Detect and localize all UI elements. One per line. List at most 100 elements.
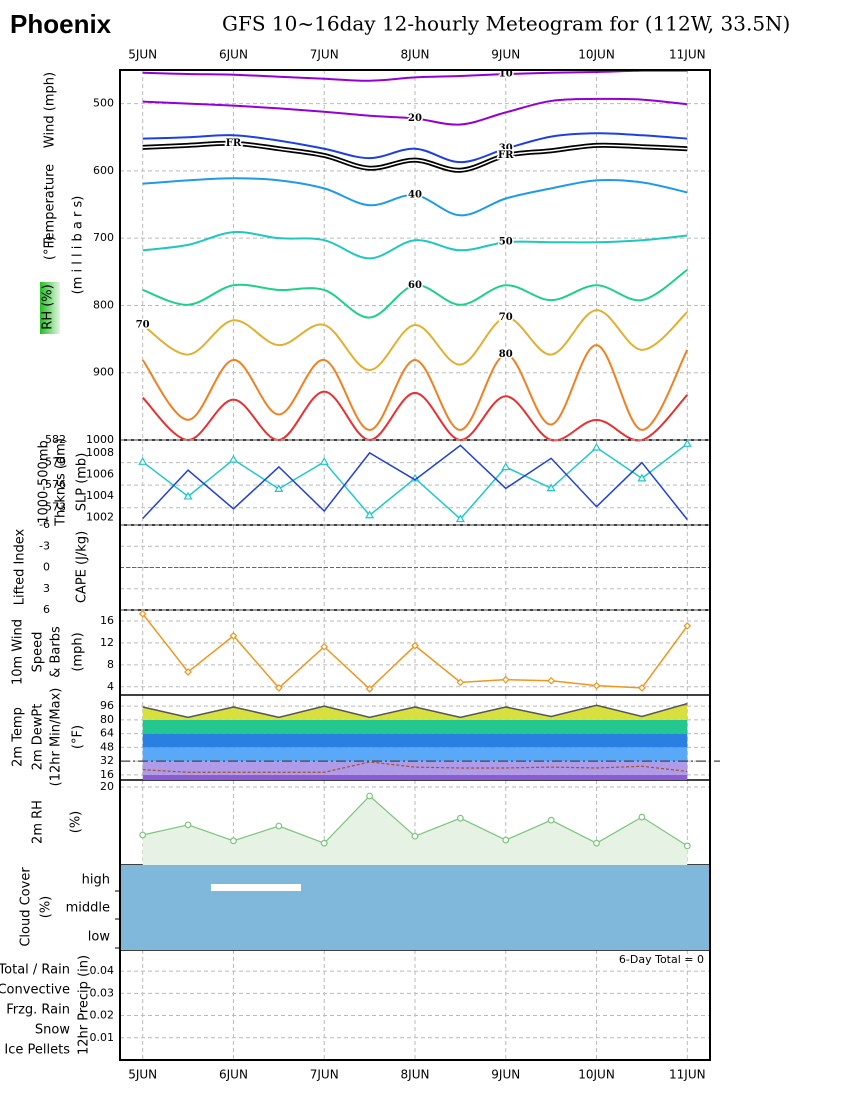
isotherm [142,177,688,217]
point [501,675,510,684]
point [638,813,646,821]
isotherm [142,70,688,82]
point [593,839,600,847]
y-axis-label: (%) [69,811,84,834]
y-tick-label: 80 [100,713,114,726]
y-axis-label: RH (%) [41,284,56,329]
y-tick-label: 32 [100,754,114,767]
isotherm [142,268,688,319]
series-line [142,761,688,773]
y-tick-label: 500 [93,97,114,110]
point [456,814,464,822]
temp-band [142,761,688,775]
y-axis-label: 2m RH [31,800,46,844]
point [230,837,237,845]
y-tick-label: 573 [45,501,66,514]
y-tick-label: 6 [43,603,50,616]
point [502,836,510,844]
y2-tick-label: 1006 [86,467,114,480]
isotherm [142,231,688,260]
point [139,831,147,839]
y2-axis-label: SLP (mb) [75,453,90,512]
y-tick-label: 700 [93,231,114,244]
y-axis-label: Lifted Index [13,528,28,605]
isotherm-label: FR [226,138,242,149]
temp-band [142,733,688,748]
legend-entry: Convective [0,983,70,998]
date-label: 6JUN [219,1068,248,1082]
y-tick-label: 0.01 [90,1031,115,1044]
y-tick-label: 576 [45,478,66,491]
point [592,681,601,690]
point [275,822,283,830]
point [637,473,647,482]
freezing-level-inner [142,142,688,171]
y-axis-label: & Barbs [49,626,64,678]
point [456,678,465,687]
point [365,510,375,519]
point [411,641,419,650]
y2-tick-label: 1008 [86,446,114,459]
y-axis-label: (%) [39,896,54,919]
y-tick-label: 582 [45,433,66,446]
y-axis-label: 10m Wind [11,619,26,685]
point [274,484,284,492]
isotherm-label: 70 [499,312,513,323]
y-axis-label: Wind (mph) [43,72,58,148]
rh-label-box [40,282,60,334]
y-axis-label: Thcknss (dm) [54,438,69,527]
point [411,832,419,840]
title: GFS 10~16day 12-hourly Meteogram for (11… [222,12,790,36]
y-tick-label: 64 [100,727,114,740]
legend-entry: Total / Rain [0,963,70,978]
y-tick-label: 12 [100,636,114,649]
y2-tick-label: 1002 [86,510,114,523]
point [183,491,193,500]
y-tick-label: 16 [100,614,114,627]
isotherm [142,132,688,164]
y-tick-label: 20 [100,780,114,793]
y-tick-label: 1000 [86,433,114,446]
date-label: 5JUN [128,48,157,62]
point [547,816,555,824]
y2-tick-label: 1004 [86,489,114,502]
point [547,676,556,685]
y-axis-label: Temperature [43,164,58,247]
isotherms [141,70,689,442]
isotherm-label: 40 [408,190,422,201]
cloud-level: low [88,930,111,945]
y-tick-label: 900 [93,366,114,379]
point [501,462,511,471]
plots: 5JUN 5JUN 6JUN 6JUN 7JUN 7JUN 8JUN 8JUN 9JUN 9JUN… [0,48,720,1082]
point [366,792,374,800]
y-axis-label: 2m Temp [11,707,26,767]
isotherm [141,390,689,442]
legend-entry: Frzg. Rain [6,1003,70,1018]
cloud-level: middle [66,901,110,916]
series-line [142,702,688,719]
point [319,457,329,465]
date-label: 8JUN [401,48,430,62]
date-label: 9JUN [491,1068,520,1082]
date-label: 9JUN [491,48,520,62]
y-axis-label: (mph) [71,632,86,671]
cloud-level: high [82,873,110,888]
y-tick-label: 3 [43,582,50,595]
isotherm-label: 70 [136,319,150,330]
y-tick-label: 0.02 [90,1009,115,1022]
cloud-gap [211,884,301,891]
y-axis-label: 12hr Precip (in) [77,955,92,1055]
y-axis-label: 2m DewPt [31,704,46,771]
legend-entry: Snow [35,1023,70,1038]
y-tick-label: 800 [93,298,114,311]
legend-entry: Ice Pellets [4,1043,70,1058]
y-tick-label: -3 [39,539,50,552]
point [638,684,646,692]
point [365,685,374,693]
series-line [142,444,688,521]
point [184,821,192,829]
isotherm-label: FR [498,150,514,161]
temp-band [142,719,688,734]
point [683,842,691,850]
